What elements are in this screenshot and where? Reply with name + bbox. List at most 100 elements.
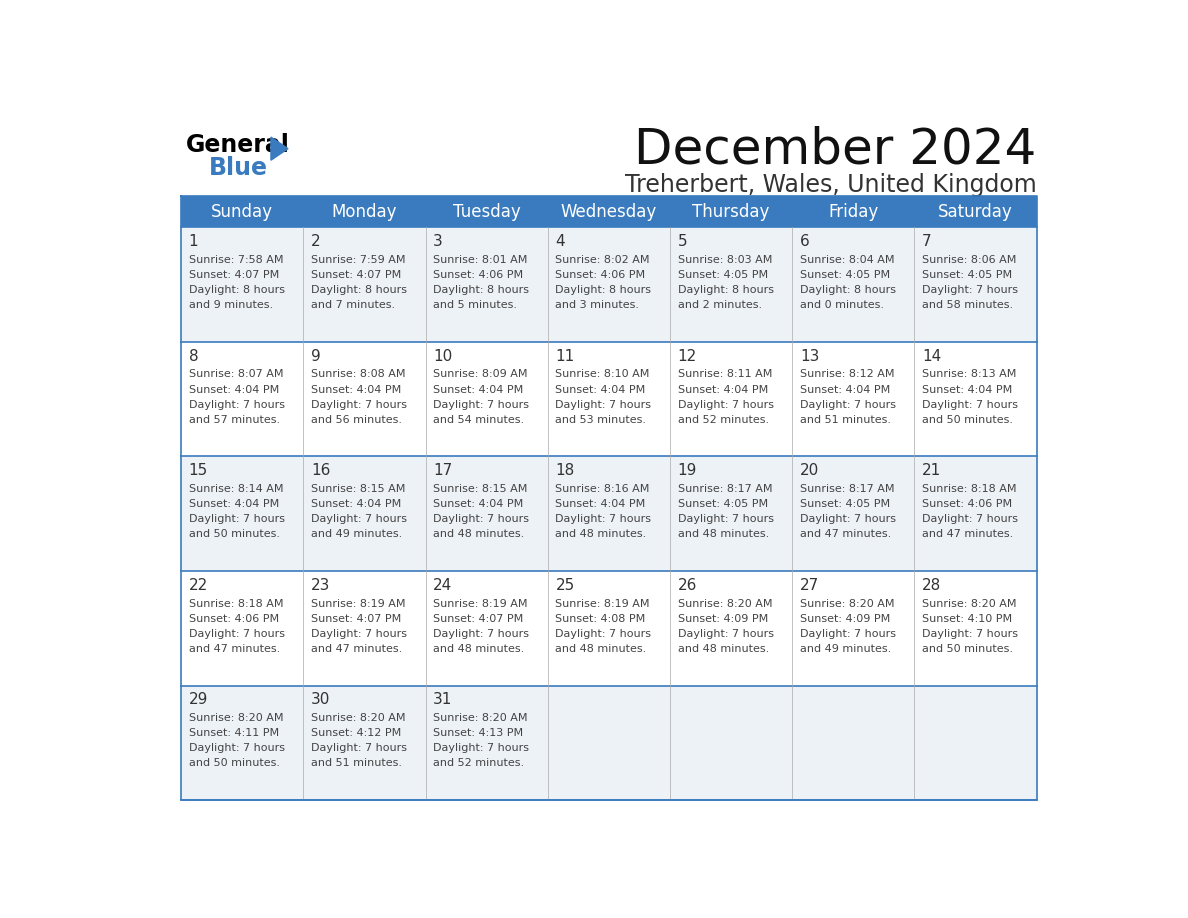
Text: 28: 28 bbox=[922, 577, 941, 593]
Text: Sunrise: 8:19 AM: Sunrise: 8:19 AM bbox=[556, 599, 650, 609]
Bar bbox=[303, 571, 425, 686]
Text: 8: 8 bbox=[189, 349, 198, 364]
Bar bbox=[181, 456, 303, 571]
Text: Sunrise: 8:02 AM: Sunrise: 8:02 AM bbox=[556, 255, 650, 265]
Text: Sunrise: 8:15 AM: Sunrise: 8:15 AM bbox=[434, 484, 527, 494]
Text: Sunset: 4:05 PM: Sunset: 4:05 PM bbox=[922, 270, 1012, 280]
Text: Daylight: 7 hours: Daylight: 7 hours bbox=[800, 514, 896, 524]
Text: 4: 4 bbox=[556, 234, 565, 249]
Text: Sunset: 4:07 PM: Sunset: 4:07 PM bbox=[189, 270, 279, 280]
Text: 14: 14 bbox=[922, 349, 941, 364]
Bar bbox=[792, 571, 915, 686]
Text: 24: 24 bbox=[434, 577, 453, 593]
Text: Sunset: 4:04 PM: Sunset: 4:04 PM bbox=[922, 385, 1012, 395]
Text: Sunset: 4:04 PM: Sunset: 4:04 PM bbox=[434, 499, 524, 509]
Text: and 51 minutes.: and 51 minutes. bbox=[800, 415, 891, 424]
Text: Sunrise: 8:06 AM: Sunrise: 8:06 AM bbox=[922, 255, 1017, 265]
Text: Sunset: 4:10 PM: Sunset: 4:10 PM bbox=[922, 613, 1012, 623]
Bar bbox=[792, 456, 915, 571]
Bar bbox=[915, 227, 1037, 341]
Text: and 49 minutes.: and 49 minutes. bbox=[311, 529, 403, 539]
Text: Daylight: 8 hours: Daylight: 8 hours bbox=[677, 285, 773, 295]
Text: 16: 16 bbox=[311, 464, 330, 478]
Text: 21: 21 bbox=[922, 464, 941, 478]
Text: and 50 minutes.: and 50 minutes. bbox=[922, 415, 1013, 424]
Text: 5: 5 bbox=[677, 234, 688, 249]
Text: 11: 11 bbox=[556, 349, 575, 364]
Bar bbox=[181, 341, 303, 456]
Text: Sunset: 4:08 PM: Sunset: 4:08 PM bbox=[556, 613, 646, 623]
Text: and 56 minutes.: and 56 minutes. bbox=[311, 415, 402, 424]
Text: Monday: Monday bbox=[331, 203, 397, 221]
Text: Sunrise: 8:12 AM: Sunrise: 8:12 AM bbox=[800, 370, 895, 379]
Bar bbox=[425, 686, 548, 800]
Text: Sunset: 4:09 PM: Sunset: 4:09 PM bbox=[800, 613, 890, 623]
Text: Sunrise: 8:20 AM: Sunrise: 8:20 AM bbox=[434, 713, 527, 723]
Text: and 51 minutes.: and 51 minutes. bbox=[311, 758, 402, 768]
Text: Daylight: 7 hours: Daylight: 7 hours bbox=[434, 744, 530, 754]
Text: and 2 minutes.: and 2 minutes. bbox=[677, 300, 762, 310]
Text: Sunrise: 8:20 AM: Sunrise: 8:20 AM bbox=[189, 713, 283, 723]
Text: 20: 20 bbox=[800, 464, 820, 478]
Text: Sunrise: 8:01 AM: Sunrise: 8:01 AM bbox=[434, 255, 527, 265]
Text: Sunset: 4:13 PM: Sunset: 4:13 PM bbox=[434, 728, 524, 738]
Text: 6: 6 bbox=[800, 234, 810, 249]
Bar bbox=[548, 456, 670, 571]
Text: 1: 1 bbox=[189, 234, 198, 249]
Text: Daylight: 7 hours: Daylight: 7 hours bbox=[677, 514, 773, 524]
Text: Daylight: 7 hours: Daylight: 7 hours bbox=[311, 744, 407, 754]
Text: Sunset: 4:07 PM: Sunset: 4:07 PM bbox=[311, 270, 402, 280]
Text: Daylight: 7 hours: Daylight: 7 hours bbox=[189, 744, 285, 754]
Bar bbox=[181, 686, 303, 800]
Bar bbox=[670, 456, 792, 571]
Text: Sunset: 4:05 PM: Sunset: 4:05 PM bbox=[800, 270, 890, 280]
Text: Sunrise: 8:07 AM: Sunrise: 8:07 AM bbox=[189, 370, 283, 379]
Bar bbox=[425, 341, 548, 456]
Text: Daylight: 7 hours: Daylight: 7 hours bbox=[922, 629, 1018, 639]
Text: Sunrise: 8:16 AM: Sunrise: 8:16 AM bbox=[556, 484, 650, 494]
Text: Sunset: 4:04 PM: Sunset: 4:04 PM bbox=[189, 385, 279, 395]
Text: and 5 minutes.: and 5 minutes. bbox=[434, 300, 517, 310]
Text: and 9 minutes.: and 9 minutes. bbox=[189, 300, 273, 310]
Text: Sunrise: 8:08 AM: Sunrise: 8:08 AM bbox=[311, 370, 405, 379]
Text: Sunset: 4:06 PM: Sunset: 4:06 PM bbox=[189, 613, 279, 623]
Text: Daylight: 8 hours: Daylight: 8 hours bbox=[189, 285, 285, 295]
Text: Sunset: 4:04 PM: Sunset: 4:04 PM bbox=[677, 385, 767, 395]
Text: Sunset: 4:07 PM: Sunset: 4:07 PM bbox=[434, 613, 524, 623]
Bar bbox=[915, 456, 1037, 571]
Bar bbox=[792, 227, 915, 341]
Text: Sunrise: 8:18 AM: Sunrise: 8:18 AM bbox=[922, 484, 1017, 494]
Text: Sunrise: 8:03 AM: Sunrise: 8:03 AM bbox=[677, 255, 772, 265]
Text: Sunrise: 8:13 AM: Sunrise: 8:13 AM bbox=[922, 370, 1017, 379]
Text: Daylight: 8 hours: Daylight: 8 hours bbox=[800, 285, 896, 295]
Text: Sunset: 4:04 PM: Sunset: 4:04 PM bbox=[311, 499, 402, 509]
Bar bbox=[303, 227, 425, 341]
Text: Sunrise: 8:11 AM: Sunrise: 8:11 AM bbox=[677, 370, 772, 379]
Text: Daylight: 7 hours: Daylight: 7 hours bbox=[311, 399, 407, 409]
Bar bbox=[425, 456, 548, 571]
Text: Sunrise: 8:18 AM: Sunrise: 8:18 AM bbox=[189, 599, 283, 609]
Text: Sunset: 4:06 PM: Sunset: 4:06 PM bbox=[434, 270, 524, 280]
Text: 10: 10 bbox=[434, 349, 453, 364]
Text: 31: 31 bbox=[434, 692, 453, 708]
Text: and 48 minutes.: and 48 minutes. bbox=[434, 644, 525, 654]
Text: and 7 minutes.: and 7 minutes. bbox=[311, 300, 396, 310]
Text: Sunrise: 8:20 AM: Sunrise: 8:20 AM bbox=[311, 713, 405, 723]
Bar bbox=[303, 341, 425, 456]
Text: Daylight: 7 hours: Daylight: 7 hours bbox=[556, 629, 651, 639]
Text: Sunset: 4:07 PM: Sunset: 4:07 PM bbox=[311, 613, 402, 623]
Text: Daylight: 8 hours: Daylight: 8 hours bbox=[434, 285, 530, 295]
Text: Daylight: 7 hours: Daylight: 7 hours bbox=[800, 629, 896, 639]
Bar bbox=[548, 686, 670, 800]
Text: Sunset: 4:04 PM: Sunset: 4:04 PM bbox=[556, 499, 646, 509]
Text: Sunrise: 8:20 AM: Sunrise: 8:20 AM bbox=[677, 599, 772, 609]
Text: and 47 minutes.: and 47 minutes. bbox=[311, 644, 403, 654]
Text: Daylight: 7 hours: Daylight: 7 hours bbox=[677, 629, 773, 639]
Text: Daylight: 7 hours: Daylight: 7 hours bbox=[434, 629, 530, 639]
Text: Daylight: 7 hours: Daylight: 7 hours bbox=[189, 514, 285, 524]
Text: 7: 7 bbox=[922, 234, 931, 249]
Text: Sunrise: 8:19 AM: Sunrise: 8:19 AM bbox=[311, 599, 405, 609]
Text: Sunrise: 8:09 AM: Sunrise: 8:09 AM bbox=[434, 370, 527, 379]
Bar bbox=[670, 686, 792, 800]
Text: and 53 minutes.: and 53 minutes. bbox=[556, 415, 646, 424]
